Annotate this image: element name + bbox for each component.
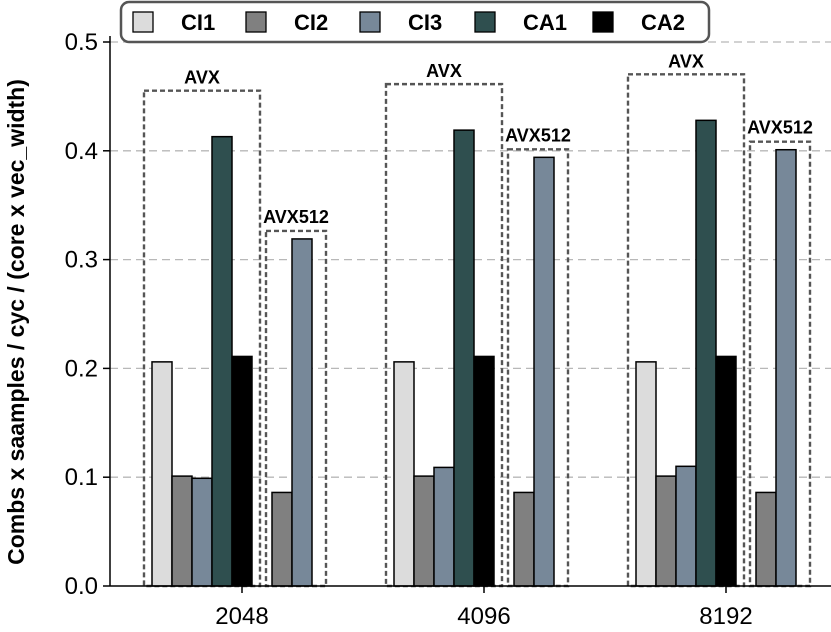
legend-swatch-ca2 bbox=[592, 11, 614, 33]
avx512-label: AVX512 bbox=[747, 118, 813, 138]
x-tick-label: 2048 bbox=[215, 603, 268, 630]
y-tick-label: 0.2 bbox=[65, 355, 98, 382]
bar-ci3-avx512-8192 bbox=[775, 148, 797, 587]
bar-ca1-avx-4096 bbox=[453, 129, 475, 587]
legend-label-ci3: CI3 bbox=[408, 10, 442, 35]
x-tick-label: 4096 bbox=[457, 603, 510, 630]
bar-ci3-avx-2048 bbox=[191, 477, 213, 587]
y-tick-label: 0.5 bbox=[65, 29, 98, 56]
avx-label: AVX bbox=[184, 68, 220, 88]
bar-ci2-avx-2048 bbox=[171, 475, 193, 587]
y-tick-label: 0.3 bbox=[65, 247, 98, 274]
bar-ca2-avx-2048 bbox=[231, 355, 253, 587]
axes: 0.0 0.1 0.2 0.3 0.4 0.5 2048 4096 8192 bbox=[65, 29, 831, 630]
legend-frame bbox=[119, 0, 711, 44]
bar-ci1-avx-8192 bbox=[635, 361, 657, 587]
legend-label-ca2: CA2 bbox=[641, 10, 685, 35]
bar-ci1-avx-2048 bbox=[151, 361, 173, 587]
avx512-label: AVX512 bbox=[263, 207, 329, 227]
x-tick-label: 8192 bbox=[699, 603, 752, 630]
bar-ci2-avx512-8192 bbox=[755, 491, 777, 587]
bar-ci3-avx512-2048 bbox=[291, 238, 313, 587]
bar-ci1-avx-4096 bbox=[393, 361, 415, 587]
bar-ci3-avx-8192 bbox=[675, 465, 697, 587]
bar-ci2-avx-8192 bbox=[655, 475, 677, 587]
bar-ca2-avx-4096 bbox=[473, 355, 495, 587]
avx512-box bbox=[264, 229, 328, 588]
y-axis-label: Combs x saamples / cyc / (core x vec_wid… bbox=[3, 79, 29, 565]
bar-ca1-avx-8192 bbox=[695, 119, 717, 587]
legend-swatch-ci1 bbox=[132, 11, 154, 33]
legend-label-ci1: CI1 bbox=[181, 10, 215, 35]
legend-swatch-ca1 bbox=[474, 11, 496, 33]
y-tick-label: 0.0 bbox=[65, 573, 98, 600]
bar-ci2-avx512-4096 bbox=[513, 491, 535, 587]
bar-ci3-avx-4096 bbox=[433, 466, 455, 587]
bar-ci3-avx512-4096 bbox=[533, 156, 555, 587]
legend-label-ca1: CA1 bbox=[523, 10, 567, 35]
avx-label: AVX bbox=[426, 61, 462, 81]
legend: CI1 CI2 CI3 CA1 CA2 bbox=[119, 0, 711, 44]
bar-ca1-avx-2048 bbox=[211, 135, 233, 587]
bar-ci2-avx-4096 bbox=[413, 475, 435, 587]
bar-ci2-avx512-2048 bbox=[271, 491, 293, 587]
avx512-box bbox=[748, 140, 812, 588]
legend-label-ci2: CI2 bbox=[294, 10, 328, 35]
legend-swatch-ci2 bbox=[245, 11, 267, 33]
y-tick-label: 0.1 bbox=[65, 464, 98, 491]
avx512-label: AVX512 bbox=[505, 125, 571, 145]
bars bbox=[151, 119, 797, 587]
y-tick-label: 0.4 bbox=[65, 138, 98, 165]
bar-ca2-avx-8192 bbox=[715, 355, 737, 587]
avx-box bbox=[626, 73, 746, 588]
avx-box bbox=[142, 89, 262, 588]
avx-label: AVX bbox=[668, 51, 704, 71]
legend-swatch-ci3 bbox=[359, 11, 381, 33]
